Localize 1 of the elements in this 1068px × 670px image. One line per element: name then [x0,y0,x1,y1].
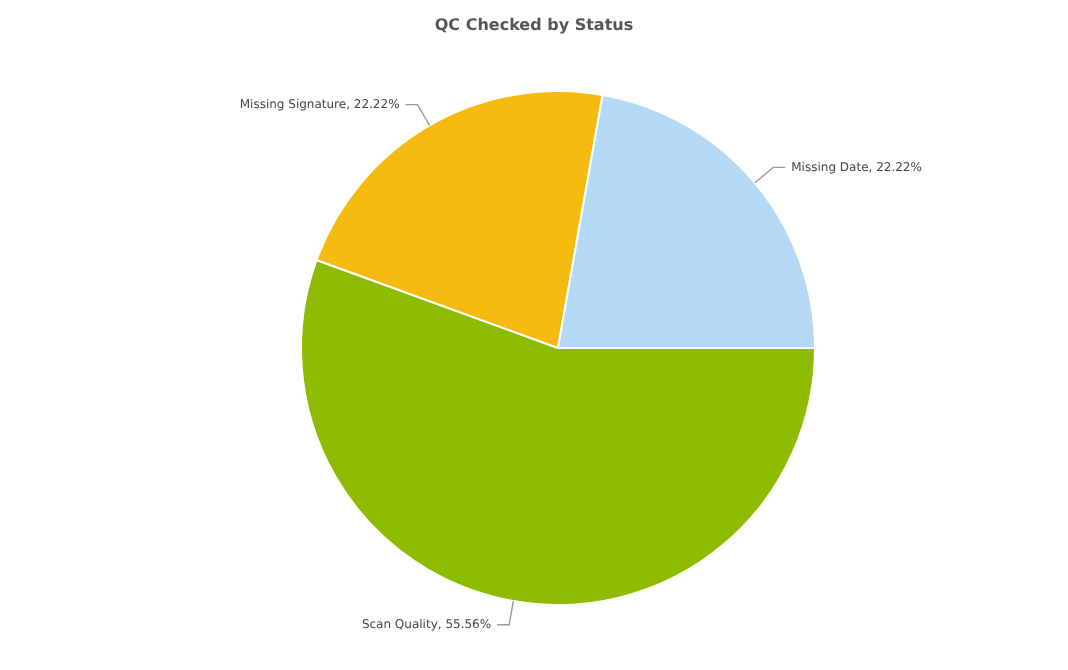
chart-title: QC Checked by Status [432,16,636,34]
